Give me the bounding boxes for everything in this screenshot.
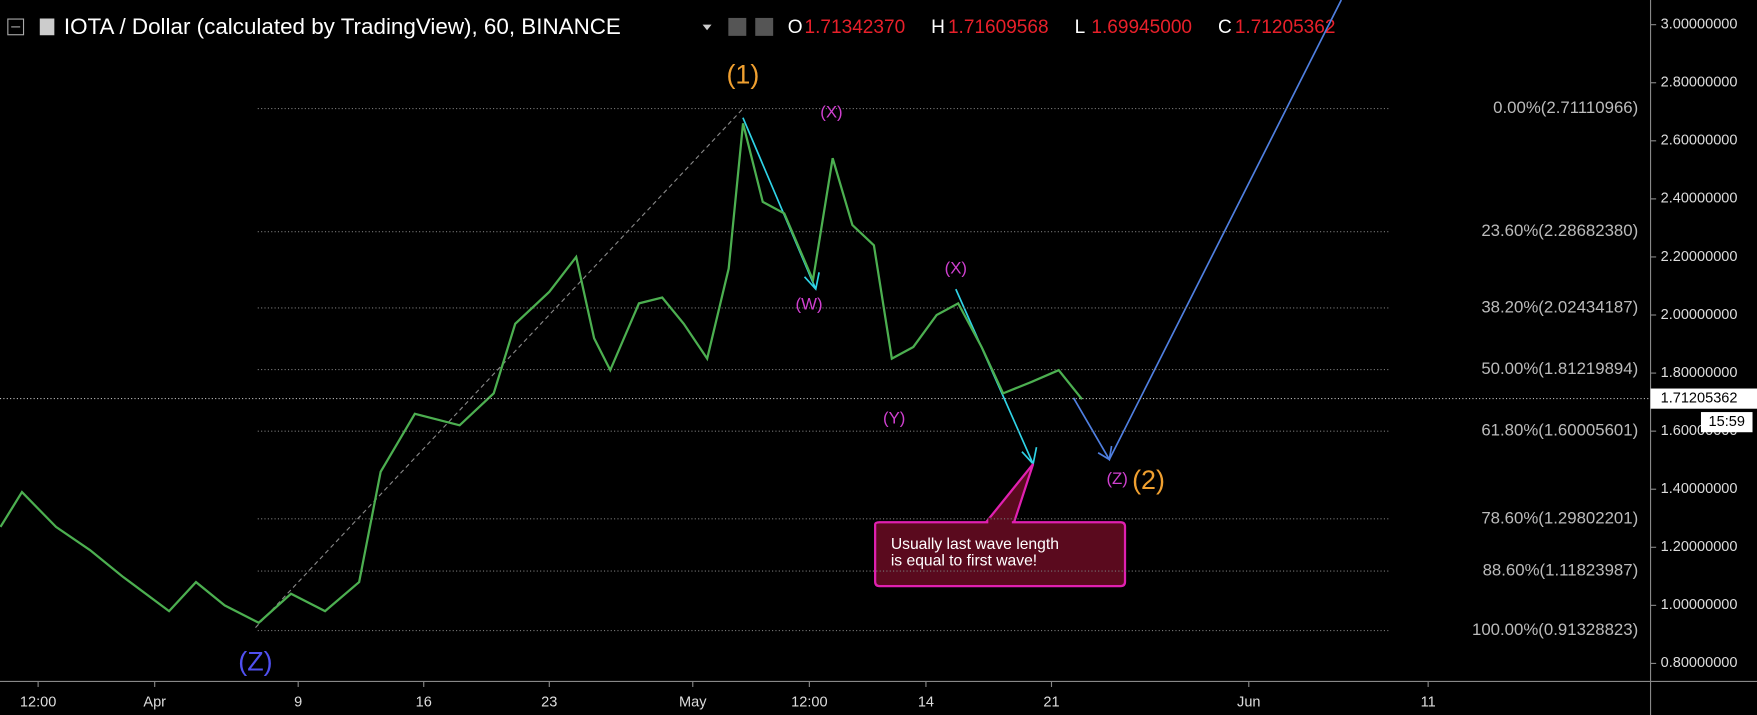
ohlc-key: C bbox=[1218, 17, 1232, 38]
x-tick-label: Apr bbox=[143, 695, 166, 711]
y-tick-label: 1.80000000 bbox=[1661, 365, 1738, 381]
y-tick-label: 2.60000000 bbox=[1661, 133, 1738, 149]
fib-label: 0.00%(2.71110966) bbox=[1493, 98, 1638, 117]
last-price-label: 1.71205362 bbox=[1661, 390, 1738, 406]
wave-label: (1) bbox=[726, 59, 759, 89]
wave-label: (Z) bbox=[238, 647, 272, 677]
countdown-tag bbox=[1700, 412, 1753, 433]
y-tick-label: 2.80000000 bbox=[1661, 75, 1738, 91]
y-tick-label: 1.00000000 bbox=[1661, 597, 1738, 613]
callout-text: Usually last wave length bbox=[891, 536, 1059, 553]
x-tick-label: Jun bbox=[1237, 695, 1260, 711]
projection bbox=[1072, 0, 1343, 462]
collapse-button[interactable] bbox=[7, 18, 25, 36]
last-price-tag bbox=[1650, 388, 1757, 409]
ohlc: O 1.71342370 H 1.71609568 L 1.69945000 C 1.7120… bbox=[788, 17, 1336, 38]
trend-line bbox=[255, 108, 744, 628]
callout-text: is equal to first wave! bbox=[891, 553, 1037, 570]
countdown: 15:59 bbox=[1709, 414, 1745, 430]
ohlc-value: 1.71342370 bbox=[805, 17, 906, 38]
wave-label: (X) bbox=[945, 258, 967, 277]
y-tick-label: 1.40000000 bbox=[1661, 481, 1738, 497]
y-tick-label: 3.00000000 bbox=[1661, 17, 1738, 33]
eye-icon[interactable] bbox=[728, 17, 747, 36]
y-tick-label: 0.80000000 bbox=[1661, 655, 1738, 671]
wave-label: (W) bbox=[796, 294, 823, 313]
fib-label: 88.60%(1.11823987) bbox=[1483, 560, 1639, 579]
fib-label: 50.00%(1.81219894) bbox=[1481, 359, 1638, 378]
wave-label: (X) bbox=[820, 103, 842, 122]
x-tick-label: 21 bbox=[1043, 695, 1059, 711]
x-tick-label: 14 bbox=[918, 695, 934, 711]
ohlc-key: H bbox=[931, 17, 945, 38]
x-tick-label: 9 bbox=[294, 695, 302, 711]
callout-joint bbox=[988, 517, 1012, 525]
fib-label: 61.80%(1.60005601) bbox=[1481, 421, 1638, 440]
callout-box bbox=[874, 463, 1127, 588]
ohlc-value: 1.69945000 bbox=[1091, 17, 1192, 38]
fib-label: 23.60%(2.28682380) bbox=[1481, 221, 1638, 240]
x-tick-label: May bbox=[679, 695, 707, 711]
ohlc-key: O bbox=[788, 17, 803, 38]
chart-layer: 0.80000000 1.00000000 1.20000000 1.40000000… bbox=[0, 17, 1757, 711]
x-tick-label: 23 bbox=[541, 695, 557, 711]
fib-label: 100.00%(0.91328823) bbox=[1472, 620, 1638, 639]
price-line bbox=[0, 123, 1083, 625]
ohlc-value: 1.71205362 bbox=[1235, 17, 1336, 38]
x-tick-label: 12:00 bbox=[20, 695, 56, 711]
ohlc-key: L bbox=[1075, 17, 1086, 38]
settings-icon[interactable] bbox=[755, 17, 774, 36]
ohlc-value: 1.71609568 bbox=[948, 17, 1049, 38]
symbol-title[interactable]: IOTA / Dollar (calculated by TradingView… bbox=[64, 14, 621, 39]
y-tick-label: 2.20000000 bbox=[1661, 249, 1738, 265]
y-tick-label: 2.00000000 bbox=[1661, 307, 1738, 323]
y-tick-label: 2.40000000 bbox=[1661, 191, 1738, 207]
y-tick-label: 1.20000000 bbox=[1661, 539, 1738, 555]
fib-label: 78.60%(1.29802201) bbox=[1481, 508, 1638, 527]
x-tick-label: 12:00 bbox=[791, 695, 827, 711]
wave-label: (Z) bbox=[1106, 469, 1127, 488]
fib-label: 38.20%(2.02434187) bbox=[1481, 297, 1638, 316]
arrow-head bbox=[1097, 445, 1113, 461]
x-tick-label: 16 bbox=[416, 695, 432, 711]
wave-label: (Y) bbox=[883, 409, 905, 428]
dropdown-arrow[interactable] bbox=[702, 24, 712, 31]
x-tick-label: 11 bbox=[1421, 695, 1436, 711]
symbol-icon bbox=[39, 18, 55, 36]
wave-label: (2) bbox=[1132, 465, 1165, 495]
